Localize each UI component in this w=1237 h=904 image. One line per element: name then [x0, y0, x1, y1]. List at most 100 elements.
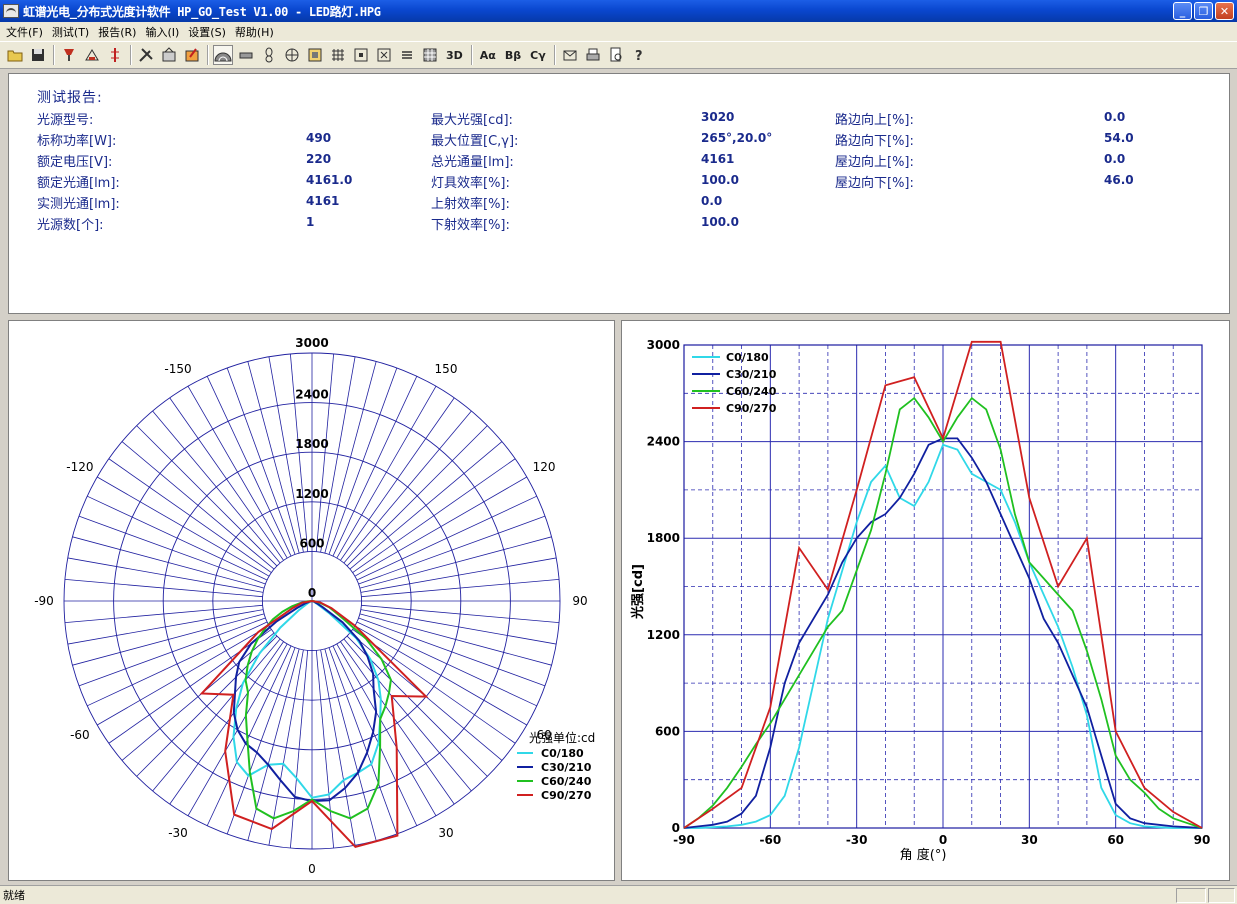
list-icon[interactable]: [397, 45, 417, 65]
report-value: 100.0: [701, 173, 739, 187]
minimize-button[interactable]: _: [1173, 2, 1192, 20]
polar-spoke: [64, 578, 263, 598]
view-3d-button[interactable]: 3D: [446, 48, 463, 62]
polar-spoke: [206, 376, 292, 557]
polar-radial-tick-label: 1200: [295, 487, 328, 501]
lamp-icon[interactable]: [59, 45, 79, 65]
polar-spoke: [206, 645, 292, 826]
menu-bar: 文件(F) 测试(T) 报告(R) 输入(I) 设置(S) 帮助(H): [0, 22, 1237, 41]
polar-spoke: [108, 458, 272, 573]
polar-legend-title: 光强单位:cd: [529, 730, 595, 745]
menu-test[interactable]: 测试(T): [51, 25, 90, 39]
toolbar-separator: [207, 45, 209, 65]
system-aa-button[interactable]: Aα: [479, 48, 496, 62]
system-cg-button[interactable]: Cγ: [530, 48, 546, 62]
cartesian-legend-label: C0/180: [726, 351, 769, 364]
cartesian-y-tick-label: 0: [672, 821, 680, 835]
polar-angle-label: 90: [572, 594, 587, 608]
polar-angle-label: 150: [435, 362, 458, 376]
report-label: 路边向下[%]:: [835, 134, 914, 149]
polar-spoke: [169, 397, 284, 561]
toolbar-separator: [470, 45, 473, 65]
report-value: 4161: [701, 152, 735, 166]
cartesian-x-tick-label: -30: [846, 833, 868, 847]
grid-c-icon[interactable]: [351, 45, 371, 65]
polar-spoke: [340, 641, 455, 805]
grid-b-icon[interactable]: [328, 45, 348, 65]
linear-view-icon[interactable]: [236, 45, 256, 65]
menu-settings[interactable]: 设置(S): [188, 25, 226, 39]
report-label: 光源数[个]:: [37, 218, 104, 233]
polar-spoke: [352, 458, 516, 573]
system-bb-button[interactable]: Bβ: [504, 48, 522, 62]
maximize-button[interactable]: ❐: [1194, 2, 1213, 20]
polar-spoke: [354, 625, 527, 726]
polar-spoke: [136, 425, 278, 567]
print-icon[interactable]: [583, 45, 603, 65]
report-label: 屋边向下[%]:: [835, 176, 914, 191]
polar-radial-tick-label: 1800: [295, 437, 328, 451]
grid-d-icon[interactable]: [374, 45, 394, 65]
polar-legend-label: C90/270: [541, 789, 592, 802]
title-bar: 虹谱光电_分布式光度计软件 HP_GO_Test V1.00 - LED路灯.H…: [0, 0, 1237, 22]
polar-spoke: [328, 367, 398, 555]
app-icon: [3, 4, 19, 18]
menu-input[interactable]: 输入(I): [145, 25, 180, 39]
cartesian-y-tick-label: 600: [655, 724, 680, 738]
polar-spoke: [136, 635, 278, 777]
tools-icon[interactable]: [136, 45, 156, 65]
polar-spoke: [78, 617, 266, 687]
polar-spoke: [315, 353, 335, 552]
polar-spoke: [360, 557, 557, 593]
cartesian-plot-border: [683, 344, 1203, 829]
cartesian-chart: -90 -60 -30 0 30 60 90 0 600 1200 1800 2400 3000 角 度(…: [630, 338, 1210, 863]
help-icon[interactable]: ?: [629, 45, 649, 65]
polar-spoke: [226, 647, 296, 835]
report-label: 上射效率[%]:: [431, 197, 510, 212]
polar-spoke: [169, 641, 284, 805]
edit-icon[interactable]: [182, 45, 202, 65]
export-icon[interactable]: [560, 45, 580, 65]
bulb-icon[interactable]: [259, 45, 279, 65]
close-button[interactable]: ✕: [1215, 2, 1234, 20]
polar-radial-tick-label: 600: [299, 536, 324, 550]
table-icon[interactable]: [420, 45, 440, 65]
polar-spoke: [320, 649, 356, 846]
calc-icon[interactable]: [159, 45, 179, 65]
polar-spoke: [247, 361, 300, 554]
menu-report[interactable]: 报告(R): [98, 25, 137, 39]
cartesian-y-tick-label: 1800: [647, 531, 680, 545]
polar-spoke: [356, 495, 537, 581]
menu-help[interactable]: 帮助(H): [234, 25, 274, 39]
cartesian-legend-label: C60/240: [726, 385, 777, 398]
polar-spoke: [72, 613, 265, 666]
save-icon[interactable]: [28, 45, 48, 65]
polar-legend-label: C60/240: [541, 775, 592, 788]
cartesian-y-axis-label: 光强[cd]: [630, 564, 646, 620]
polar-radial-tick-label: 2400: [295, 388, 328, 402]
polar-spoke: [354, 476, 527, 577]
cartesian-x-axis-label: 角 度(°): [900, 847, 947, 863]
polar-spoke: [67, 557, 264, 593]
lamp-measure-icon[interactable]: [82, 45, 102, 65]
polar-spoke: [328, 647, 398, 835]
polar-angle-label: 3000: [295, 336, 328, 350]
polar-view-icon[interactable]: [213, 45, 233, 65]
grid-a-icon[interactable]: [305, 45, 325, 65]
report-value: 100.0: [701, 215, 739, 229]
menu-file[interactable]: 文件(F): [6, 25, 43, 39]
preview-icon[interactable]: [606, 45, 626, 65]
open-folder-icon[interactable]: [5, 45, 25, 65]
toolbar-separator: [53, 45, 55, 65]
polar-spoke: [332, 376, 418, 557]
globe-icon[interactable]: [282, 45, 302, 65]
polar-spoke: [315, 650, 335, 849]
polar-angle-label: -150: [164, 362, 191, 376]
polar-spoke: [352, 629, 516, 744]
polar-series-line: [232, 600, 382, 799]
status-text: 就绪: [3, 889, 25, 902]
report-value: 0.0: [1104, 152, 1126, 166]
axis-icon[interactable]: [105, 45, 125, 65]
report-value: 4161: [306, 194, 340, 208]
cartesian-x-tick-label: 30: [1021, 833, 1038, 847]
